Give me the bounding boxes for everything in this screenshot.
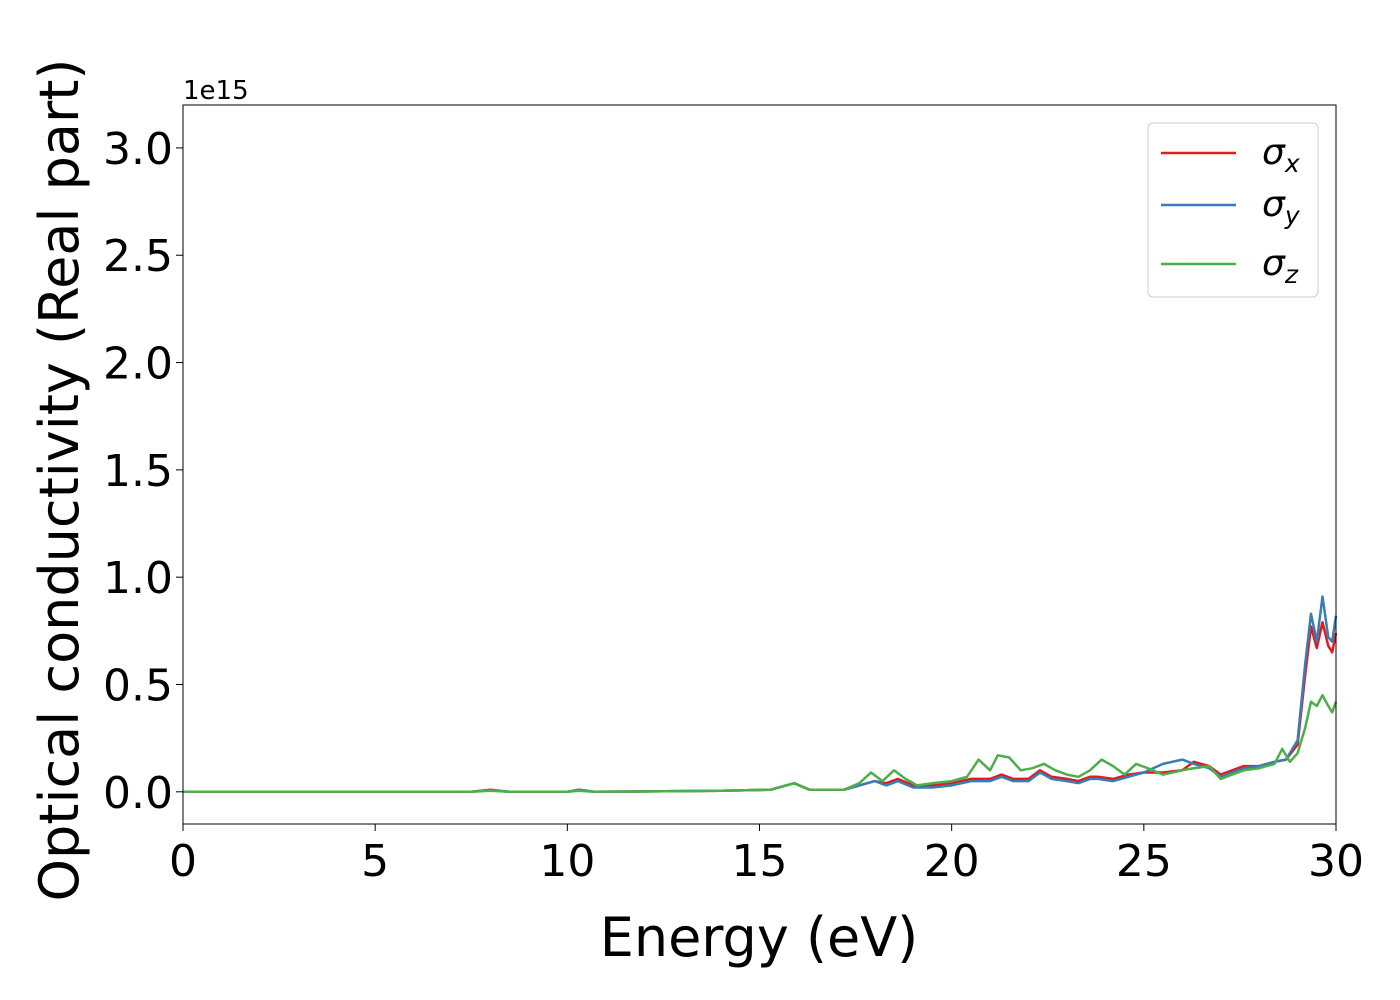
y-tick-label: 2.5 <box>103 231 173 282</box>
y-tick-label: 3.0 <box>103 124 173 175</box>
x-tick-label: 10 <box>539 836 595 887</box>
y-axis-ticks: 0.0 0.5 1.0 1.5 2.0 2.5 3.0 <box>103 124 183 819</box>
legend-label-z: σz <box>1262 243 1299 289</box>
y-tick-label: 0.5 <box>103 660 173 711</box>
series-layer <box>183 595 1338 794</box>
x-axis-ticks: 0 5 10 15 20 25 30 <box>169 824 1364 887</box>
x-tick-label: 0 <box>169 836 197 887</box>
y-axis-label: Optical conductivity (Real part) <box>28 59 91 902</box>
y-offset-text: 1e15 <box>183 76 249 106</box>
x-tick-label: 25 <box>1116 836 1172 887</box>
legend-box <box>1147 122 1319 298</box>
x-tick-label: 20 <box>924 836 980 887</box>
x-tick-label: 30 <box>1308 836 1364 887</box>
y-tick-label: 0.0 <box>103 768 173 819</box>
legend-label-x: σx <box>1262 132 1300 178</box>
y-tick-label: 1.0 <box>103 553 173 604</box>
x-tick-label: 5 <box>361 836 389 887</box>
y-tick-label: 2.0 <box>103 339 173 390</box>
x-tick-label: 15 <box>732 836 788 887</box>
y-tick-label: 1.5 <box>103 446 173 497</box>
series-line-z <box>183 693 1338 794</box>
legend-label-y: σy <box>1262 184 1301 230</box>
legend: σx σy σz <box>1147 122 1319 298</box>
x-axis-label: Energy (eV) <box>600 906 919 969</box>
